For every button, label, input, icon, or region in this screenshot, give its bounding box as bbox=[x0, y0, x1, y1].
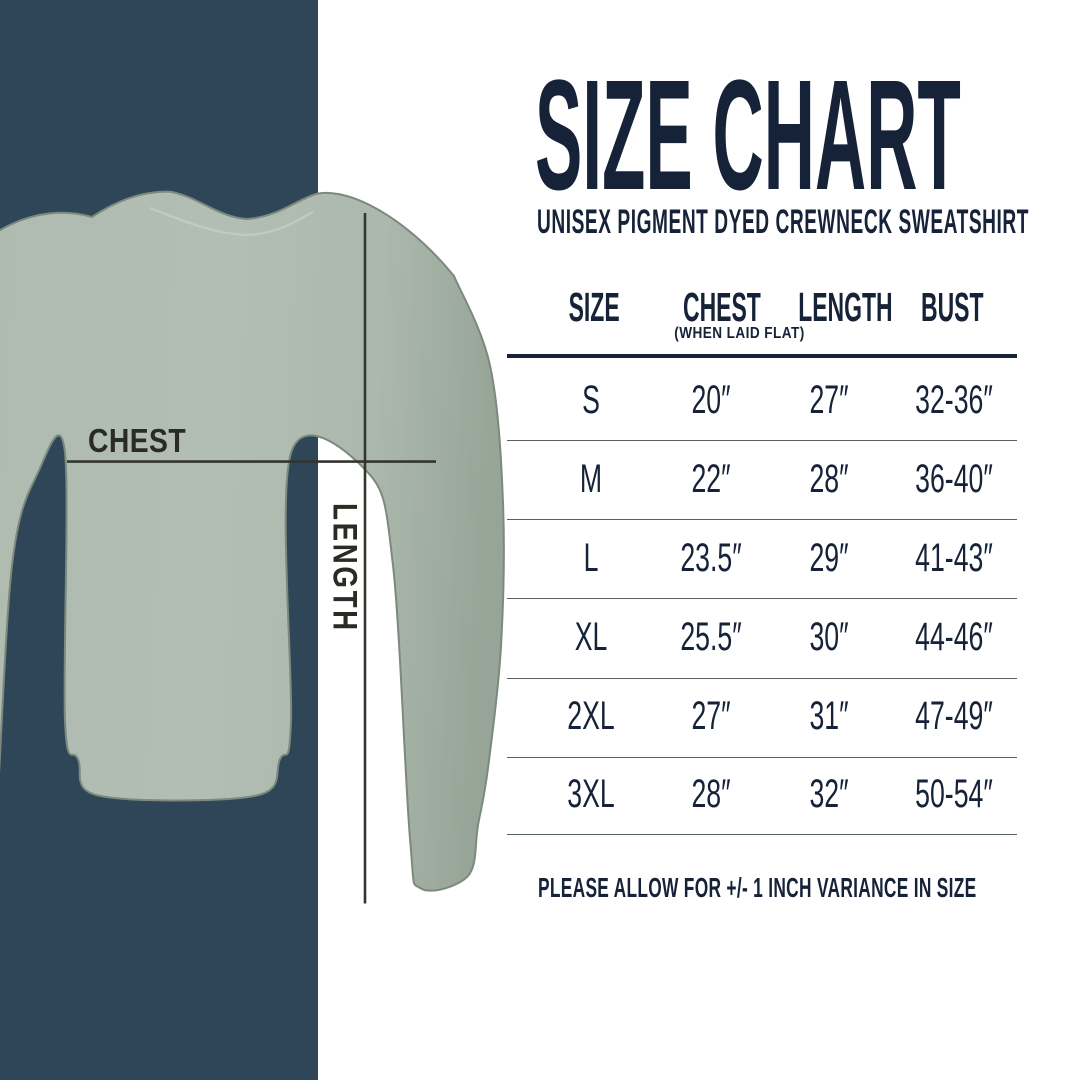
svg-text:LENGTH: LENGTH bbox=[326, 503, 364, 633]
svg-text:CHEST: CHEST bbox=[88, 422, 186, 460]
